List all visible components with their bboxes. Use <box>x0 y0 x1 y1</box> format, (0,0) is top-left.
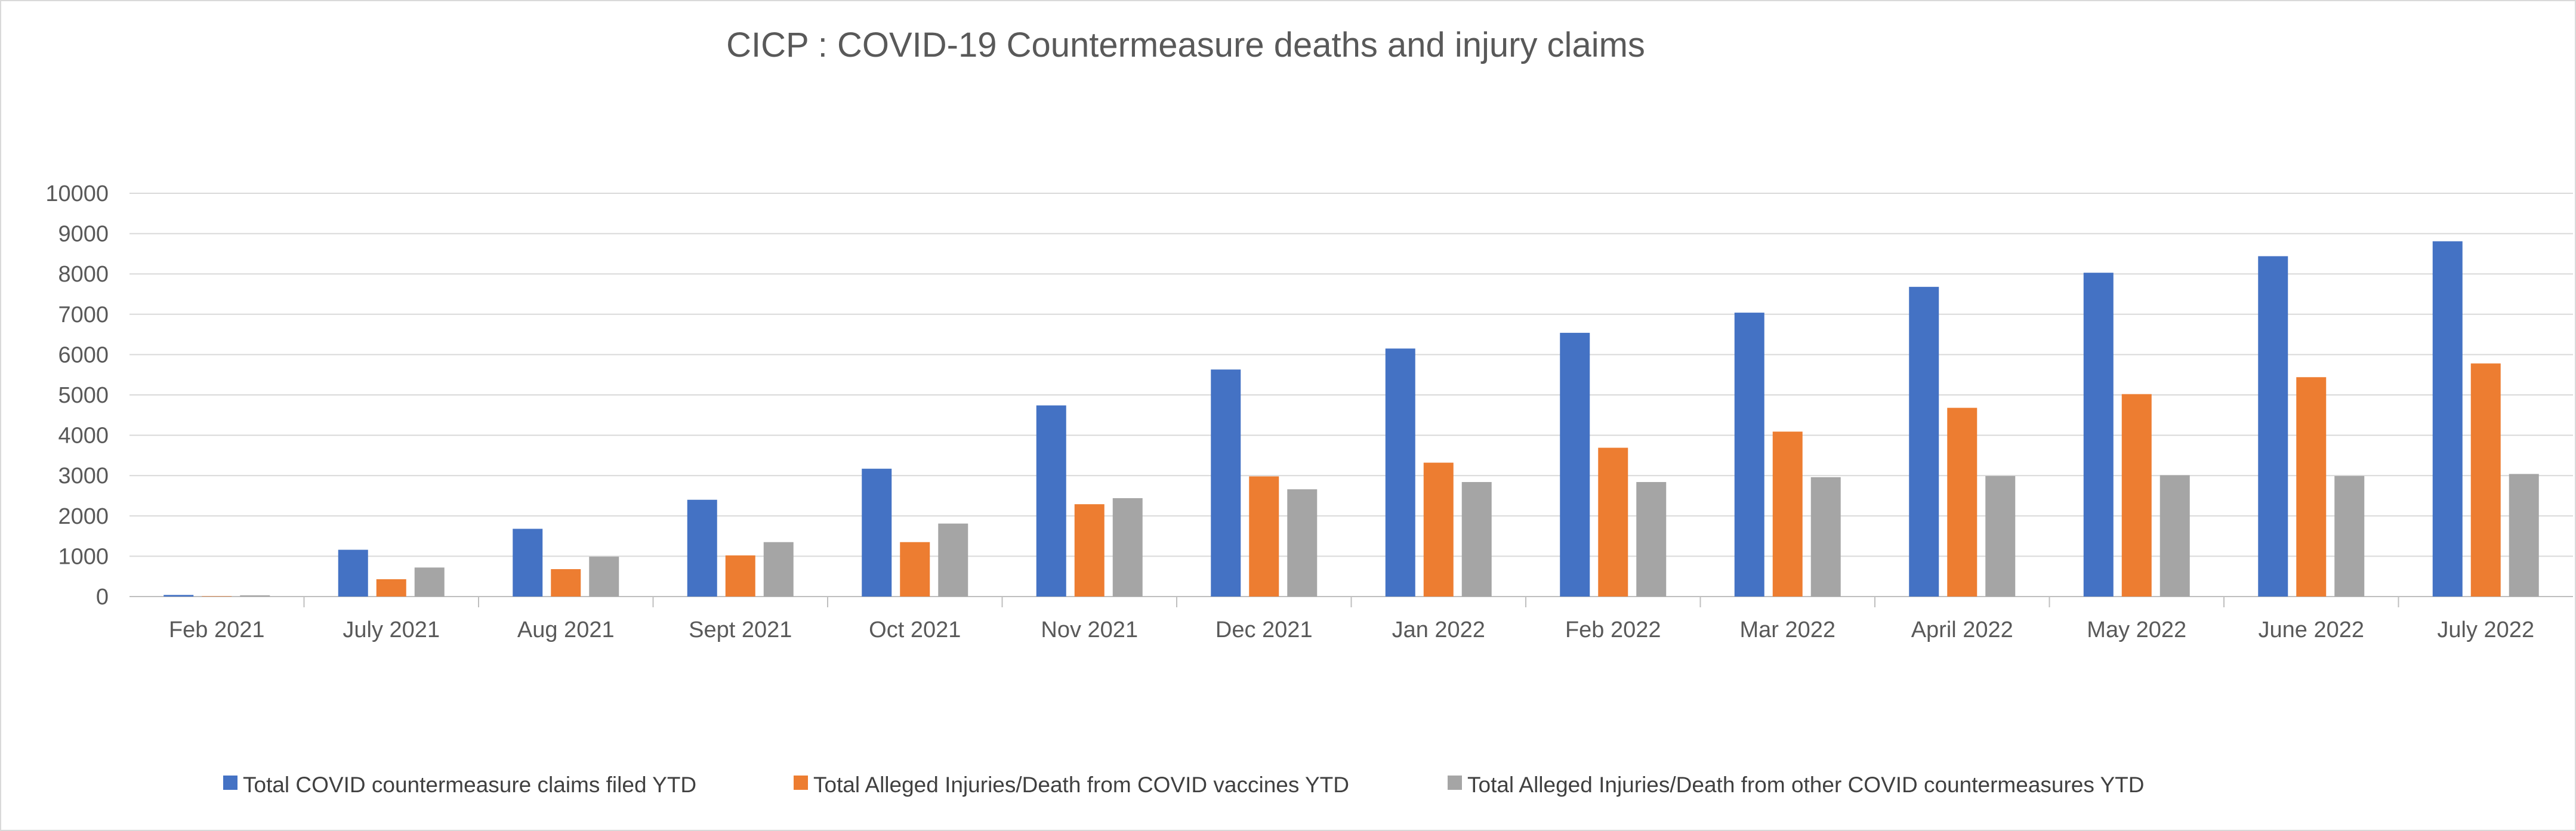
bar-series-1 <box>862 468 892 597</box>
x-tick-label: April 2022 <box>1911 617 2013 642</box>
bar-series-2 <box>725 555 755 597</box>
x-tick-label: Nov 2021 <box>1041 617 1138 642</box>
x-tick-label: Sept 2021 <box>689 617 792 642</box>
legend-swatch <box>1448 776 1462 790</box>
bar-series-1 <box>1211 369 1241 597</box>
y-tick-label: 2000 <box>58 504 109 529</box>
bar-series-2 <box>2470 363 2501 597</box>
bar-series-1 <box>163 595 194 597</box>
bar-series-2 <box>202 596 232 597</box>
y-tick-label: 7000 <box>58 302 109 328</box>
x-tick-label: Oct 2021 <box>869 617 961 642</box>
x-axis-ticks: Feb 2021 July 2021 Aug 2021 Sept 2021 Oct 20… <box>169 597 2534 642</box>
bar-series-2 <box>1947 407 1977 597</box>
bar-series-2 <box>900 542 930 597</box>
bar-series-3 <box>589 557 619 597</box>
y-tick-label: 3000 <box>58 464 109 489</box>
bar-series-1 <box>1734 313 1764 597</box>
bar-series-1 <box>2432 241 2463 597</box>
x-tick-label: May 2022 <box>2087 617 2186 642</box>
y-tick-label: 9000 <box>58 222 109 247</box>
x-tick-label: Dec 2021 <box>1215 617 1313 642</box>
bar-series-1 <box>513 529 543 597</box>
legend-label: Total Alleged Injuries/Death from COVID … <box>813 773 1349 797</box>
bar-series-3 <box>763 542 794 597</box>
bar-series-3 <box>1112 498 1143 597</box>
bar-series-3 <box>1985 475 2016 597</box>
bar-series-3 <box>2509 474 2539 597</box>
bar-series-3 <box>1636 482 1667 597</box>
bar-series-1 <box>687 499 717 597</box>
bar-series-3 <box>1287 489 1318 597</box>
bar-series-2 <box>1598 447 1628 597</box>
bar-series-3 <box>414 567 445 597</box>
x-tick-label: Feb 2021 <box>169 617 265 642</box>
x-tick-label: Feb 2022 <box>1565 617 1661 642</box>
bar-series-2 <box>2296 377 2327 597</box>
x-tick-label: July 2021 <box>343 617 440 642</box>
legend: Total COVID countermeasure claims filed … <box>223 773 2145 797</box>
bar-series-3 <box>938 523 968 597</box>
x-tick-label: July 2022 <box>2437 617 2534 642</box>
bar-series-3 <box>1461 482 1492 597</box>
bars <box>163 241 2539 597</box>
y-tick-label: 4000 <box>58 424 109 449</box>
bar-series-2 <box>1074 504 1105 597</box>
bar-series-2 <box>376 579 406 597</box>
x-tick-label: Jan 2022 <box>1392 617 1485 642</box>
bar-series-2 <box>1249 476 1279 597</box>
bar-series-3 <box>1810 477 1841 597</box>
bar-series-1 <box>2083 273 2114 597</box>
bar-series-1 <box>338 549 368 597</box>
y-tick-label: 0 <box>96 585 109 610</box>
gridlines <box>129 193 2573 597</box>
bar-series-2 <box>1772 431 1803 597</box>
bar-series-1 <box>1560 332 1590 597</box>
legend-label: Total COVID countermeasure claims filed … <box>243 773 696 797</box>
bar-series-1 <box>2258 256 2288 597</box>
bar-series-1 <box>1385 348 1415 597</box>
legend-swatch <box>794 776 808 790</box>
y-tick-label: 8000 <box>58 262 109 287</box>
x-tick-label: June 2022 <box>2259 617 2365 642</box>
bar-series-3 <box>240 595 270 597</box>
bar-series-2 <box>1423 462 1454 597</box>
chart-title: CICP : COVID-19 Countermeasure deaths an… <box>726 26 1645 64</box>
bar-series-3 <box>2334 475 2365 597</box>
x-tick-label: Mar 2022 <box>1739 617 1835 642</box>
bar-series-2 <box>551 569 581 597</box>
y-tick-label: 6000 <box>58 342 109 367</box>
legend-label: Total Alleged Injuries/Death from other … <box>1467 773 2145 797</box>
bar-series-2 <box>2121 394 2152 597</box>
bar-series-3 <box>2159 475 2190 597</box>
bar-series-1 <box>1909 286 1939 597</box>
y-tick-label: 1000 <box>58 544 109 569</box>
y-tick-label: 5000 <box>58 383 109 408</box>
x-tick-label: Aug 2021 <box>517 617 615 642</box>
y-axis-ticks: 0 1000 2000 3000 4000 5000 6000 7000 8000 9000 100… <box>45 181 109 610</box>
legend-swatch <box>223 776 237 790</box>
y-tick-label: 10000 <box>45 181 109 206</box>
bar-series-1 <box>1036 405 1066 597</box>
